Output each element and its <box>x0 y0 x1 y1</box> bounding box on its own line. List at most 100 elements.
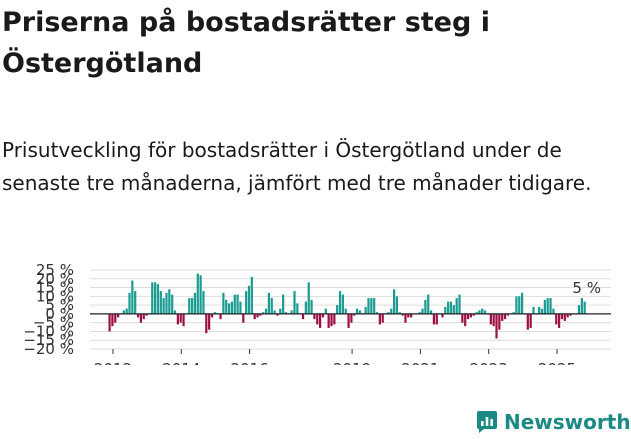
bar <box>344 308 347 314</box>
bar <box>538 306 541 314</box>
bar <box>279 308 282 314</box>
bar <box>427 294 430 314</box>
bar <box>182 313 185 327</box>
bar <box>449 301 453 314</box>
bar <box>358 310 362 314</box>
y-tick-label: −10 % <box>23 322 74 340</box>
x-tick-label: 2014 <box>162 360 200 365</box>
bar <box>162 298 165 314</box>
bar <box>404 313 407 323</box>
bar <box>145 313 148 316</box>
bar <box>521 292 524 314</box>
bar <box>179 313 182 323</box>
bar <box>336 305 339 314</box>
bar <box>466 313 470 320</box>
chart-subtitle: Prisutveckling för bostadsrätter i Öster… <box>2 138 592 195</box>
bar <box>159 291 162 314</box>
bar <box>321 313 325 318</box>
bar <box>555 313 558 325</box>
bar <box>313 313 316 320</box>
bar <box>171 294 174 314</box>
bar <box>341 294 344 314</box>
bar <box>546 298 549 314</box>
bar <box>370 298 373 314</box>
bar <box>407 313 410 318</box>
bar <box>484 310 487 314</box>
bar <box>381 313 384 323</box>
bar <box>128 292 131 314</box>
y-tick-label: −20 % <box>23 340 74 358</box>
bar <box>492 313 495 327</box>
bar <box>242 313 245 323</box>
chart-title: Priserna på bostadsrätter steg i Östergö… <box>2 7 490 79</box>
bar <box>256 313 259 318</box>
y-axis-tick-labels: −20 %−15 %−10 %−5 %0 %5 %10 %15 %20 %25 … <box>23 261 74 358</box>
bar <box>236 294 239 314</box>
bar <box>373 298 376 314</box>
y-tick-label: 15 % <box>36 279 74 297</box>
bar <box>219 313 222 320</box>
bar <box>512 312 515 314</box>
bar <box>501 313 504 321</box>
bar <box>410 313 413 318</box>
bar <box>375 312 379 314</box>
bar <box>489 313 492 325</box>
bar <box>515 296 518 314</box>
bar <box>478 310 481 314</box>
bar <box>424 299 427 314</box>
bar <box>165 292 168 314</box>
latest-value-label: 5 % <box>572 279 601 297</box>
bars <box>108 273 586 339</box>
bar <box>319 313 322 328</box>
bar <box>210 313 214 318</box>
bar <box>125 308 128 314</box>
bar <box>176 313 179 325</box>
bar <box>475 312 478 314</box>
bar <box>401 313 404 316</box>
bar <box>193 292 197 314</box>
bar <box>452 305 455 314</box>
annotations: 5 % <box>572 279 601 297</box>
x-tick-label: 2019 <box>333 360 371 365</box>
newsworthy-logo-text: Newsworthy <box>504 410 631 434</box>
bar <box>529 313 532 328</box>
bar <box>230 301 234 314</box>
bar <box>154 282 157 314</box>
bar <box>282 294 285 314</box>
x-tick-label: 2025 <box>538 360 576 365</box>
bar <box>347 313 350 328</box>
y-tick-label: 0 % <box>45 305 74 323</box>
bar <box>330 313 333 327</box>
bar <box>250 277 253 314</box>
bar <box>495 313 498 339</box>
bar <box>472 313 475 316</box>
bar <box>227 303 231 314</box>
x-tick-label: 2021 <box>401 360 439 365</box>
bar <box>270 298 273 314</box>
bar <box>310 299 313 314</box>
bar <box>390 308 393 314</box>
bar <box>156 284 160 314</box>
bar <box>461 313 464 323</box>
bar <box>569 313 572 316</box>
bar <box>429 310 433 314</box>
bar <box>293 291 296 314</box>
bar <box>540 308 544 314</box>
bar <box>262 312 265 314</box>
bar <box>108 313 111 332</box>
bar <box>276 313 279 316</box>
bar <box>392 289 396 314</box>
bar <box>441 313 444 318</box>
y-tick-label: −5 % <box>33 314 74 332</box>
bar <box>469 313 473 318</box>
bar <box>264 308 268 314</box>
bar <box>284 312 288 314</box>
bar <box>134 291 137 314</box>
bar <box>245 291 248 314</box>
x-axis-ticks: 2012 2014 2016 2019 2021 2023 2025 <box>94 349 576 365</box>
bar <box>273 310 276 314</box>
bar <box>418 312 421 314</box>
bar <box>247 285 251 314</box>
bar <box>208 313 211 330</box>
bar <box>364 306 367 314</box>
